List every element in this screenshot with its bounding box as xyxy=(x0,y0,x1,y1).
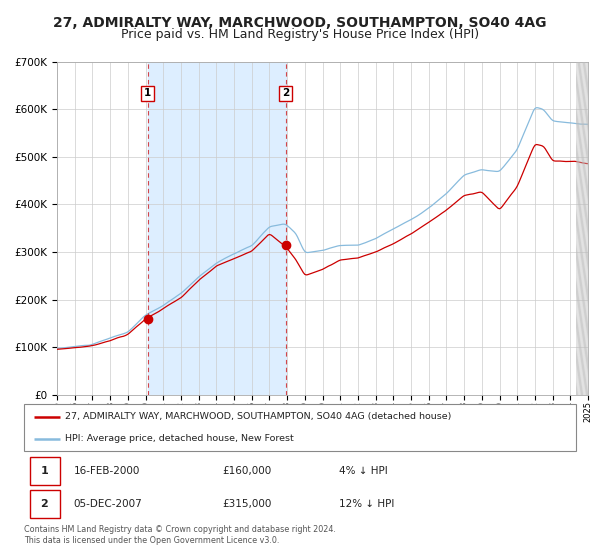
Text: 27, ADMIRALTY WAY, MARCHWOOD, SOUTHAMPTON, SO40 4AG: 27, ADMIRALTY WAY, MARCHWOOD, SOUTHAMPTO… xyxy=(53,16,547,30)
Text: 2: 2 xyxy=(41,499,48,509)
Text: 1: 1 xyxy=(144,88,151,98)
Text: 4% ↓ HPI: 4% ↓ HPI xyxy=(338,466,388,476)
Text: 27, ADMIRALTY WAY, MARCHWOOD, SOUTHAMPTON, SO40 4AG (detached house): 27, ADMIRALTY WAY, MARCHWOOD, SOUTHAMPTO… xyxy=(65,412,452,421)
Bar xyxy=(148,62,286,395)
Text: 2: 2 xyxy=(282,88,289,98)
Text: HPI: Average price, detached house, New Forest: HPI: Average price, detached house, New … xyxy=(65,434,294,443)
FancyBboxPatch shape xyxy=(24,404,576,451)
Text: 1: 1 xyxy=(41,466,48,476)
Text: Contains HM Land Registry data © Crown copyright and database right 2024.
This d: Contains HM Land Registry data © Crown c… xyxy=(24,525,336,545)
Text: 12% ↓ HPI: 12% ↓ HPI xyxy=(338,499,394,509)
FancyBboxPatch shape xyxy=(29,456,60,485)
FancyBboxPatch shape xyxy=(29,490,60,519)
Text: £315,000: £315,000 xyxy=(223,499,272,509)
Text: £160,000: £160,000 xyxy=(223,466,272,476)
Text: 05-DEC-2007: 05-DEC-2007 xyxy=(74,499,142,509)
Text: 16-FEB-2000: 16-FEB-2000 xyxy=(74,466,140,476)
Text: Price paid vs. HM Land Registry's House Price Index (HPI): Price paid vs. HM Land Registry's House … xyxy=(121,28,479,41)
